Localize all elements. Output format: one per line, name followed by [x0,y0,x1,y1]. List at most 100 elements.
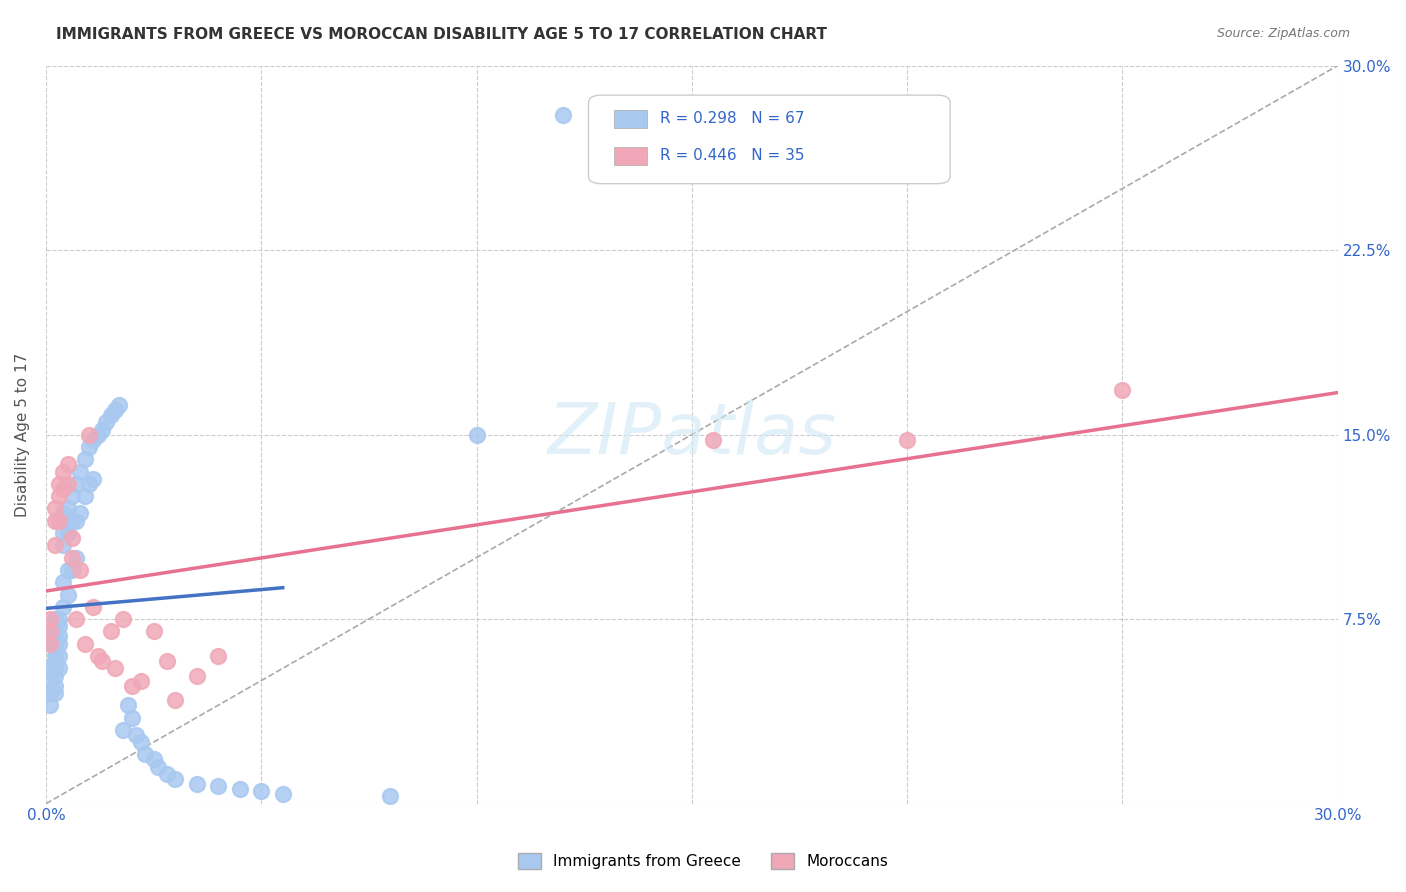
Point [60,531,83,545]
Point [48,489,70,503]
Point [39,612,62,626]
Point [44,654,66,668]
Point [52,599,75,614]
Point [52,482,75,496]
Point [146,760,169,774]
Point [82,599,104,614]
Point [52,506,75,520]
Point [56,587,79,601]
Text: ZIPatlas: ZIPatlas [547,401,837,469]
Point [100,624,122,639]
Point [207,648,229,663]
Text: R = 0.298   N = 67: R = 0.298 N = 67 [659,112,804,127]
Point [44,648,66,663]
Point [551,108,574,122]
Point [44,501,66,516]
Point [56,563,79,577]
Point [155,654,177,668]
Point [39,624,62,639]
Point [52,465,75,479]
FancyBboxPatch shape [589,95,950,184]
Y-axis label: Disability Age 5 to 17: Disability Age 5 to 17 [15,352,30,516]
Point [44,679,66,693]
Point [60,550,83,565]
Point [117,698,139,713]
Point [44,612,66,626]
Point [702,433,724,447]
Point [155,767,177,781]
Point [96,415,118,429]
Point [228,781,250,796]
Point [56,457,79,471]
Point [48,514,70,528]
Legend: Immigrants from Greece, Moroccans: Immigrants from Greece, Moroccans [512,847,894,875]
Point [112,723,135,737]
Point [44,637,66,651]
Point [69,465,91,479]
Point [186,777,208,791]
Point [39,637,62,651]
Point [44,624,66,639]
Point [129,673,152,688]
Bar [614,147,647,165]
Point [82,472,104,486]
Point [48,612,70,626]
Text: R = 0.446   N = 35: R = 0.446 N = 35 [659,148,804,163]
Point [52,575,75,590]
Point [250,784,273,798]
Point [380,789,402,804]
Point [48,629,70,643]
Point [44,686,66,700]
Point [44,538,66,552]
Point [56,476,79,491]
Point [104,661,127,675]
Point [91,654,114,668]
Point [207,780,229,794]
Point [86,648,108,663]
Point [77,476,100,491]
Point [86,427,108,442]
Point [91,423,114,437]
Text: IMMIGRANTS FROM GREECE VS MOROCCAN DISABILITY AGE 5 TO 17 CORRELATION CHART: IMMIGRANTS FROM GREECE VS MOROCCAN DISAB… [56,27,827,42]
Point [60,514,83,528]
Point [52,526,75,541]
Point [100,408,122,422]
Point [1111,384,1133,398]
Point [39,686,62,700]
Point [125,728,148,742]
Point [48,661,70,675]
Point [121,679,143,693]
Point [39,661,62,675]
Point [271,787,294,801]
Point [39,673,62,688]
Point [108,398,131,412]
Point [465,427,488,442]
Point [73,489,96,503]
Point [44,514,66,528]
Point [73,637,96,651]
Point [60,563,83,577]
Point [56,501,79,516]
Point [60,489,83,503]
Point [121,710,143,724]
Point [104,403,127,417]
Point [48,648,70,663]
Point [134,747,156,762]
Point [142,624,165,639]
Point [165,772,187,786]
Point [48,476,70,491]
Point [48,637,70,651]
Point [56,526,79,541]
Point [186,669,208,683]
Point [44,661,66,675]
Point [44,669,66,683]
Point [142,752,165,766]
Point [73,452,96,467]
Point [65,612,87,626]
Bar [614,110,647,128]
Point [77,427,100,442]
Text: Source: ZipAtlas.com: Source: ZipAtlas.com [1216,27,1350,40]
Point [129,735,152,749]
Point [77,440,100,454]
Point [48,619,70,633]
